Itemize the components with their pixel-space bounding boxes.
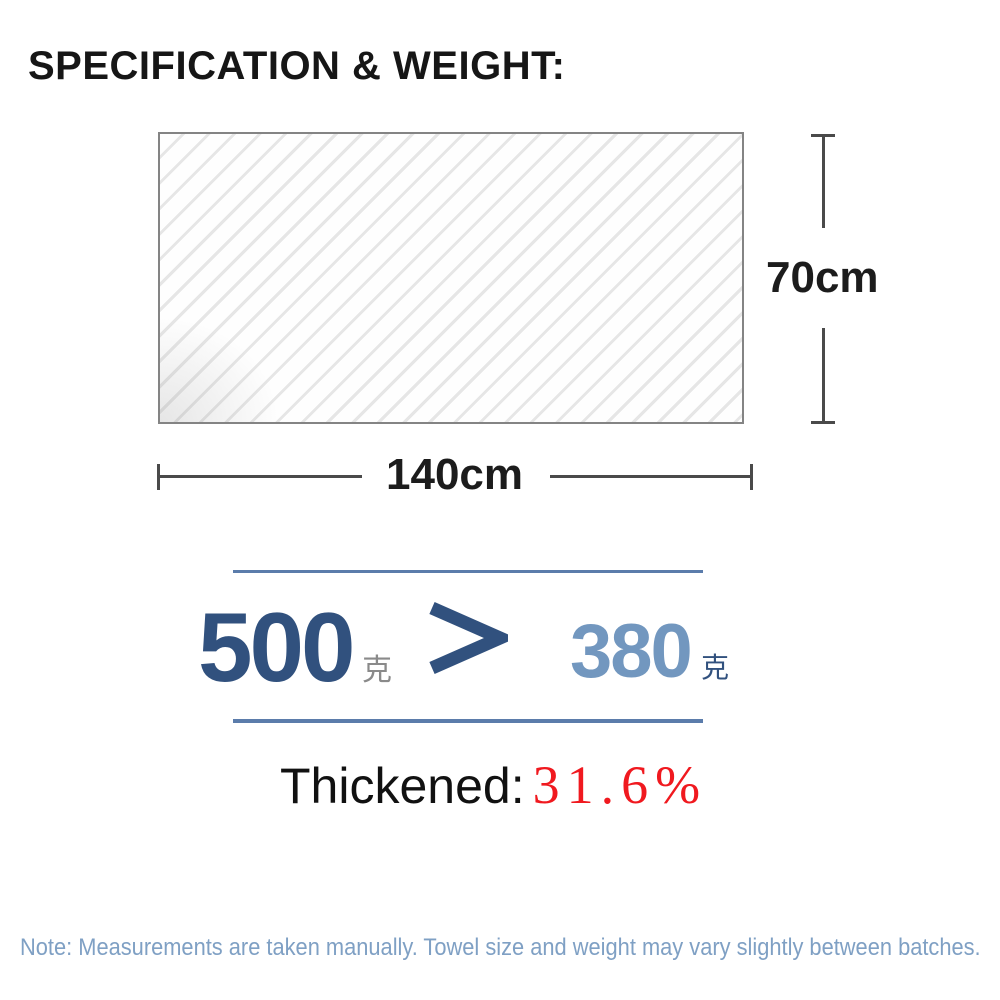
horizontal-dimension-cap-right: [750, 464, 753, 490]
height-dimension-label: 70cm: [766, 253, 879, 302]
horizontal-dimension-cap-left: [157, 464, 160, 490]
width-dimension-label: 140cm: [386, 450, 524, 499]
weight-other-unit: 克: [701, 652, 730, 683]
towel-rectangle: [158, 132, 744, 424]
thickened-value: 31.6%: [532, 755, 708, 815]
thickened-row: Thickened: 31.6%: [280, 758, 707, 812]
page-title: SPECIFICATION & WEIGHT:: [28, 44, 566, 88]
thickened-label: Thickened:: [280, 758, 525, 814]
vertical-dimension-line-lower: [822, 328, 825, 421]
divider-line-top: [233, 570, 703, 573]
weight-current-unit: 克: [362, 654, 392, 687]
weight-current-value: 500: [198, 592, 356, 702]
horizontal-dimension-line-right: [550, 475, 750, 478]
vertical-dimension-cap-bottom: [811, 421, 835, 424]
greater-than-icon: [429, 602, 508, 674]
divider-line-bottom: [233, 719, 703, 723]
vertical-dimension-line-upper: [822, 136, 825, 228]
measurement-note: Note: Measurements are taken manually. T…: [20, 934, 981, 961]
vertical-dimension-cap-top: [811, 134, 835, 137]
horizontal-dimension-line-left: [160, 475, 362, 478]
weight-other-value: 380: [570, 609, 693, 694]
